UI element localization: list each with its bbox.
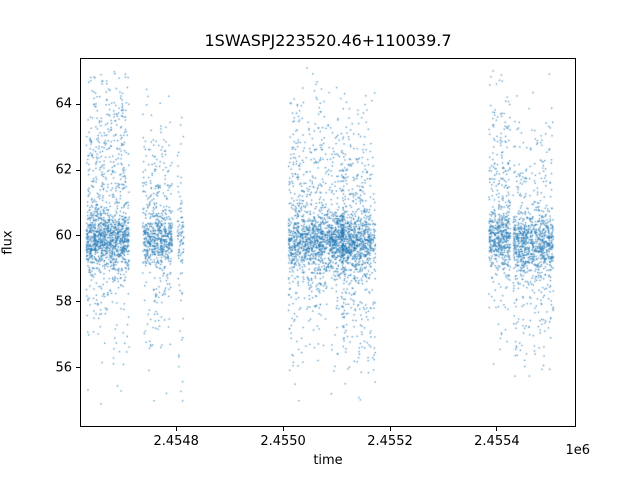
scatter-points-canvas [81,59,575,426]
x-tick-label: 2.4554 [474,434,520,449]
x-tick-mark [496,427,498,431]
chart-title: 1SWASPJ223520.46+110039.7 [204,31,452,50]
x-tick-label: 2.4552 [367,434,413,449]
x-tick-label: 2.4548 [153,434,199,449]
x-axis-label: time [313,453,343,468]
y-tick-label: 60 [55,228,72,244]
y-tick-mark [76,103,80,105]
x-axis-offset-label: 1e6 [565,443,590,458]
x-tick-mark [389,427,391,431]
y-tick-label: 64 [55,96,72,112]
y-tick-mark [76,169,80,171]
y-tick-mark [76,367,80,369]
x-tick-mark [175,427,177,431]
x-tick-label: 2.4550 [260,434,306,449]
y-tick-label: 58 [55,294,72,310]
y-tick-mark [76,301,80,303]
y-axis-label: flux [0,230,16,255]
x-tick-mark [282,427,284,431]
y-tick-mark [76,235,80,237]
y-tick-label: 56 [55,360,72,376]
plot-area [80,58,576,427]
y-tick-label: 62 [55,162,72,178]
